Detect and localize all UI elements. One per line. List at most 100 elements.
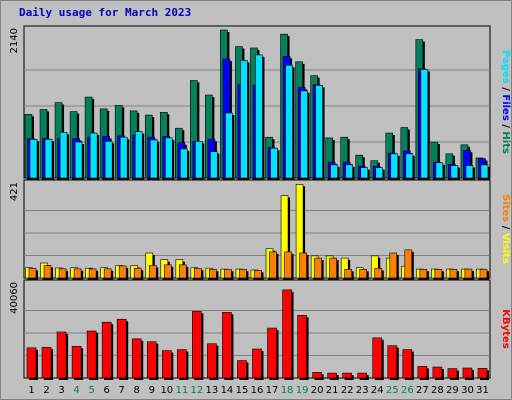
pages-bar — [240, 60, 248, 179]
day-label: 10 — [160, 385, 173, 396]
sites-bar — [434, 268, 443, 279]
kbytes-bar — [41, 346, 52, 379]
pages-bar — [405, 153, 414, 179]
day-label: 27 — [416, 385, 429, 396]
kbytes-bar — [477, 368, 488, 379]
pages-bar — [119, 136, 128, 179]
pages-bar — [59, 132, 68, 179]
sites-bar — [389, 252, 398, 279]
pages-bar — [465, 165, 474, 179]
day-label: 5 — [88, 385, 94, 396]
day-label: 23 — [356, 385, 369, 396]
legend-label-part: Hits — [500, 131, 511, 154]
legend-label-part: Sites — [500, 194, 511, 222]
day-label: 20 — [311, 385, 324, 396]
kbytes-bar — [161, 350, 172, 379]
day-label: 26 — [401, 385, 414, 396]
sites-bar — [43, 265, 52, 279]
kbytes-bar — [342, 372, 352, 379]
pages-bar — [300, 90, 308, 179]
sites-bar — [28, 268, 37, 279]
pages-bar — [345, 164, 353, 179]
pages-bar — [104, 141, 113, 179]
kbytes-bar — [387, 345, 398, 379]
kbytes-bar — [222, 312, 232, 379]
pages-bar — [225, 112, 233, 179]
kbytes-bar — [131, 338, 142, 379]
legend-label-part: / — [500, 121, 511, 132]
pages-bar — [285, 64, 293, 179]
kbytes-bar — [357, 372, 368, 379]
pages-bar — [270, 147, 278, 179]
sites-bar — [148, 265, 157, 279]
sites-bar — [404, 249, 413, 279]
pages-bar — [89, 132, 98, 179]
sites-bar — [479, 268, 488, 279]
kbytes-bar — [177, 349, 187, 379]
sites-bar — [103, 268, 112, 279]
kbytes-bar — [56, 331, 67, 379]
legend-label-part: / — [500, 84, 511, 95]
sites-bar — [88, 268, 97, 279]
day-label: 29 — [446, 385, 459, 396]
kbytes-bar — [101, 321, 112, 379]
sites-bar — [344, 268, 352, 279]
sites-bar — [224, 268, 232, 279]
sites-bar — [299, 252, 307, 279]
day-label: 13 — [206, 385, 219, 396]
kbytes-bar — [372, 337, 383, 379]
y-max-label: 2140 — [9, 28, 20, 53]
pages-bar — [195, 141, 203, 179]
pages-bar — [149, 139, 158, 179]
sites-bar — [449, 268, 458, 279]
pages-bar — [420, 69, 429, 179]
day-label: 7 — [119, 385, 125, 396]
kbytes-bar — [267, 327, 277, 379]
sites-bar — [284, 251, 292, 279]
kbytes-bar — [312, 372, 322, 379]
pages-bar — [360, 167, 369, 179]
kbytes-bar — [192, 311, 202, 379]
legend-label-part: KBytes — [500, 309, 511, 348]
legend-label: Pages / Files / Hits — [500, 50, 511, 154]
kbytes-bar — [86, 330, 97, 379]
legend-label: Sites / Visits — [500, 194, 511, 264]
pages-bar — [330, 164, 338, 179]
sites-bar — [209, 268, 217, 279]
kbytes-bar — [116, 318, 127, 379]
sites-bar — [73, 268, 82, 279]
legend-label-part: / — [500, 222, 511, 233]
legend-label-part: Visits — [500, 233, 511, 264]
day-label: 30 — [461, 385, 474, 396]
sites-bar — [329, 257, 337, 279]
kbytes-bar — [402, 349, 413, 379]
day-label: 3 — [58, 385, 64, 396]
pages-bar — [44, 138, 53, 179]
kbytes-bar — [462, 367, 473, 379]
day-label: 24 — [371, 385, 384, 396]
pages-bar — [390, 153, 399, 179]
kbytes-bar — [26, 347, 37, 379]
sites-bar — [374, 268, 383, 279]
kbytes-bar — [207, 343, 217, 379]
pages-bar — [29, 138, 38, 179]
legend-label-part: Files — [500, 94, 511, 120]
sites-bar — [254, 270, 262, 279]
sites-bar — [118, 265, 127, 279]
day-label: 2 — [43, 385, 49, 396]
day-label: 31 — [476, 385, 489, 396]
pages-bar — [180, 148, 188, 179]
kbytes-bar — [237, 360, 247, 379]
pages-bar — [435, 162, 444, 179]
day-label: 16 — [251, 385, 264, 396]
day-label: 8 — [134, 385, 140, 396]
kbytes-bar — [297, 315, 307, 379]
kbytes-bar — [432, 366, 443, 379]
kbytes-bar — [146, 341, 157, 379]
sites-bar — [359, 268, 368, 279]
sites-bar — [58, 268, 67, 279]
day-label: 14 — [221, 385, 234, 396]
pages-bar — [375, 167, 384, 179]
y-max-label: 421 — [9, 182, 20, 201]
